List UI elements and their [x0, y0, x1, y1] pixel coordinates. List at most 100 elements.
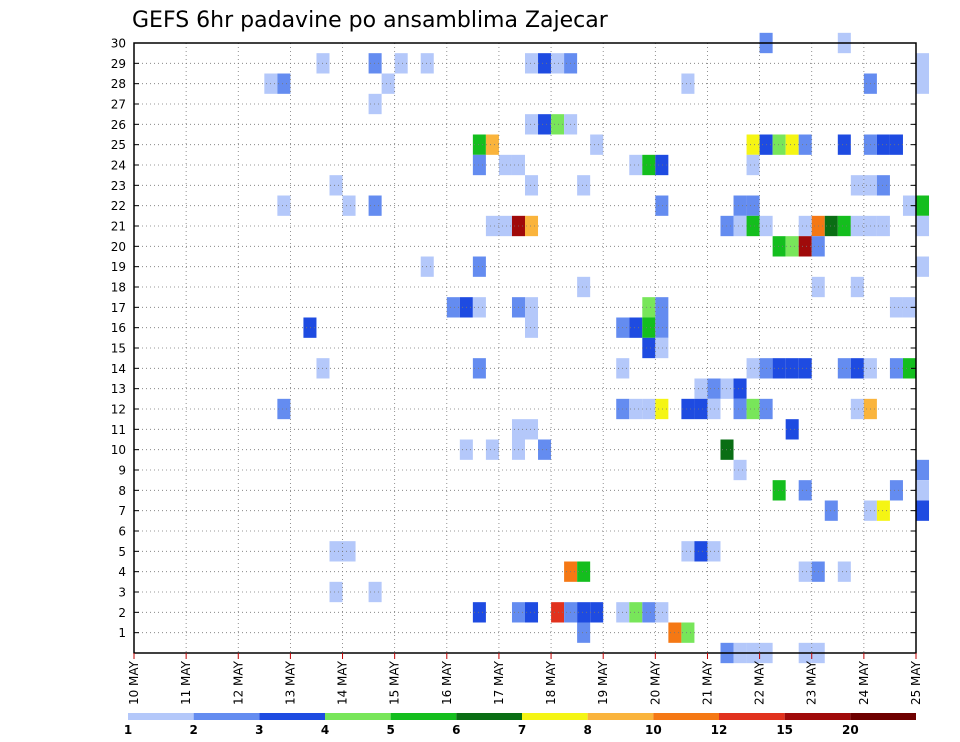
legend-swatch	[653, 713, 719, 720]
heatmap-cell	[746, 154, 760, 176]
y-tick-label: 18	[111, 281, 126, 295]
heatmap-cell	[368, 581, 382, 603]
heatmap-cell	[472, 358, 486, 379]
heatmap-cell	[681, 73, 695, 94]
heatmap-cell	[824, 215, 838, 237]
heatmap-cell	[642, 297, 656, 318]
x-tick-label: 18 MAY	[544, 660, 558, 705]
legend-swatch	[259, 713, 325, 720]
legend-label: 3	[255, 723, 263, 737]
heatmap-cell	[472, 134, 486, 155]
heatmap-cell	[746, 134, 760, 155]
heatmap-cell	[472, 602, 486, 623]
y-tick-label: 21	[111, 220, 126, 234]
heatmap-cell	[837, 561, 851, 582]
heatmap-cell	[681, 541, 695, 562]
heatmap-cell	[642, 602, 656, 623]
heatmap-cell	[655, 602, 669, 623]
heatmap-cell	[472, 154, 486, 176]
heatmap-cell	[681, 398, 695, 420]
legend-label: 4	[321, 723, 329, 737]
y-tick-label: 19	[111, 260, 126, 274]
heatmap-cell	[655, 337, 669, 359]
heatmap-cell	[707, 398, 721, 420]
heatmap-cell	[277, 398, 291, 420]
x-axis-ticks: 10 MAY 11 MAY 12 MAY 13 MAY 14 MAY 15 MAY 16 M…	[127, 653, 923, 705]
heatmap-cell	[538, 114, 552, 135]
heatmap-cell	[525, 419, 539, 440]
heatmap-cell	[277, 195, 291, 216]
heatmap-cell	[381, 73, 395, 94]
heatmap-cell	[916, 73, 930, 94]
x-tick-label: 20 MAY	[648, 660, 662, 705]
y-tick-label: 8	[118, 484, 126, 498]
heatmap-cell	[329, 581, 343, 603]
heatmap-cell	[916, 53, 930, 74]
heatmap-cell	[590, 602, 604, 623]
legend-swatch	[193, 713, 260, 720]
x-tick-label: 24 MAY	[857, 660, 871, 705]
legend-label: 2	[189, 723, 197, 737]
y-tick-label: 25	[111, 138, 126, 152]
heatmap-cell	[485, 215, 499, 237]
heatmap-cell	[655, 398, 669, 420]
legend-label: 1	[124, 723, 132, 737]
heatmap-cell	[876, 215, 890, 237]
heatmap-cell	[551, 602, 565, 623]
x-tick-label: 12 MAY	[231, 660, 245, 705]
heatmap-cell	[590, 134, 604, 155]
heatmap-cell	[889, 297, 903, 318]
heatmap-cell	[720, 439, 734, 460]
heatmap-cell	[446, 297, 460, 318]
heatmap-cell	[902, 297, 916, 318]
heatmap-cell	[916, 459, 930, 481]
y-tick-label: 28	[111, 77, 126, 91]
x-tick-label: 21 MAY	[700, 660, 714, 705]
heatmap-cell	[850, 215, 864, 237]
heatmap-cell	[733, 215, 747, 237]
heatmap-cell	[720, 215, 734, 237]
y-tick-label: 12	[111, 403, 126, 417]
y-tick-label: 3	[118, 586, 126, 600]
heatmap-cell	[824, 500, 838, 521]
heatmap-cell	[694, 398, 708, 420]
heatmap-cell	[850, 276, 864, 298]
heatmap-cell	[850, 398, 864, 420]
y-tick-label: 1	[118, 626, 126, 640]
heatmap-cell	[577, 276, 591, 298]
heatmap-cell	[394, 53, 408, 74]
heatmap-cell	[642, 317, 656, 338]
heatmap-cell	[420, 256, 434, 277]
y-tick-label: 2	[118, 606, 126, 620]
heatmap-cell	[577, 602, 591, 623]
y-tick-label: 14	[111, 362, 126, 376]
heatmap-cell	[277, 73, 291, 94]
y-tick-label: 22	[111, 199, 126, 213]
heatmap-cell	[720, 378, 734, 399]
y-tick-label: 5	[118, 545, 126, 559]
heatmap-cells	[264, 32, 930, 664]
legend-swatch	[784, 713, 851, 720]
heatmap-cell	[655, 154, 669, 176]
heatmap-cell	[342, 195, 356, 216]
heatmap-cell	[916, 500, 930, 521]
heatmap-cell	[746, 398, 760, 420]
heatmap-cell	[525, 317, 539, 338]
legend-label: 7	[518, 723, 526, 737]
x-tick-label: 25 MAY	[909, 660, 923, 705]
heatmap-cell	[707, 541, 721, 562]
heatmap-cell	[798, 134, 812, 155]
heatmap-cell	[916, 256, 930, 277]
x-tick-label: 23 MAY	[805, 660, 819, 705]
heatmap-cell	[498, 215, 512, 237]
y-tick-label: 7	[118, 504, 126, 518]
heatmap-cell	[916, 195, 930, 216]
x-tick-label: 11 MAY	[179, 660, 193, 705]
legend-label: 5	[386, 723, 394, 737]
heatmap-cell	[629, 154, 643, 176]
heatmap-cell	[681, 622, 695, 643]
legend-swatch	[719, 713, 785, 720]
heatmap-cell	[889, 134, 903, 155]
heatmap-cell	[525, 602, 539, 623]
legend-label: 12	[711, 723, 728, 737]
